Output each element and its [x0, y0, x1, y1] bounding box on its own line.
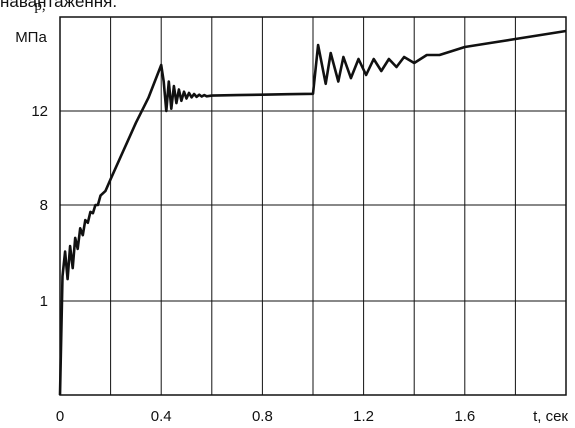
grid-lines: [60, 17, 566, 395]
pressure-series-line: [58, 29, 567, 396]
y-axis-label: p,: [34, 0, 45, 14]
x-tick-labels: 0 0.4 0.8 1.2 1.6: [56, 408, 475, 425]
y-tick-label: 12: [31, 103, 48, 120]
y-tick-label: 1: [40, 293, 48, 310]
y-axis-unit: МПа: [15, 29, 47, 46]
top-caption-fragment: навантаження.: [0, 0, 117, 11]
x-tick-label: 0.4: [151, 408, 172, 425]
x-tick-label: 1.6: [454, 408, 475, 425]
y-tick-label: 8: [40, 197, 48, 214]
x-tick-label: 0.8: [252, 408, 273, 425]
x-tick-label: 0: [56, 408, 64, 425]
x-axis-label: t, сек: [533, 408, 568, 425]
x-tick-label: 1.2: [353, 408, 374, 425]
